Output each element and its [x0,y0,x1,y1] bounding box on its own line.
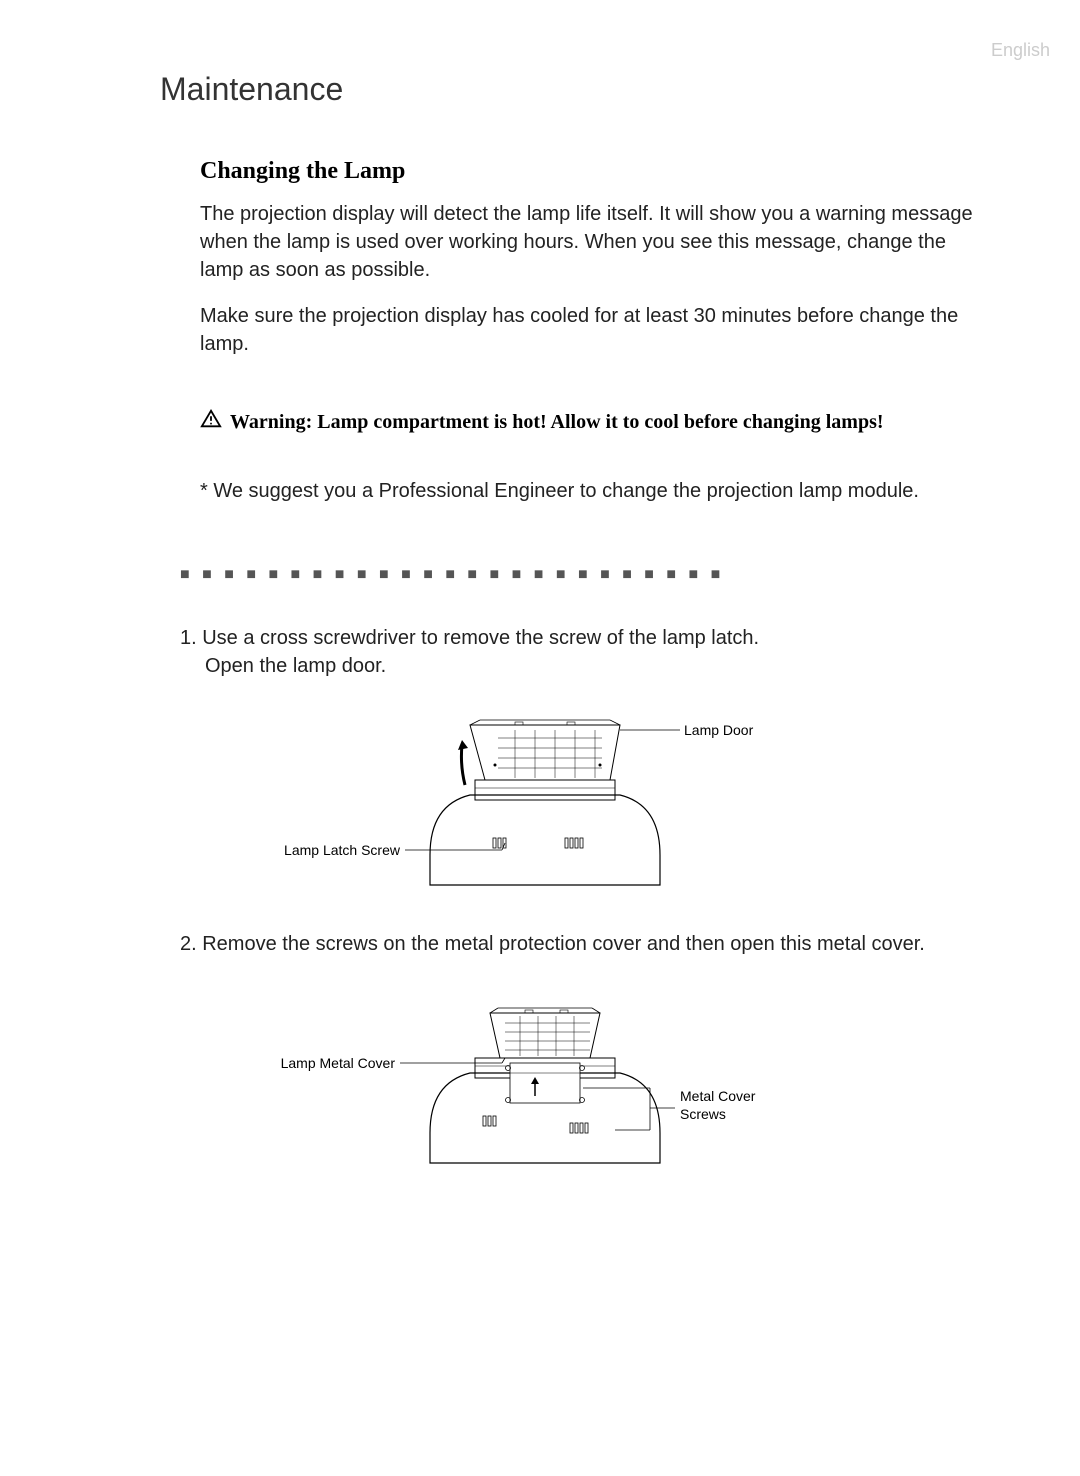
page-title: Maintenance [160,71,980,108]
paragraph-1: The projection display will detect the l… [200,200,980,284]
diagram-2-label-screws-2: Screws [680,1106,726,1122]
step-1-line-1: 1. Use a cross screwdriver to remove the… [180,627,759,649]
diagram-1-container: Lamp Door Lamp Latch Screw [100,710,980,890]
warning-icon [200,408,222,430]
diagram-2-svg [280,988,800,1168]
step-1: 1. Use a cross screwdriver to remove the… [180,624,980,680]
placeholder-row: ■ ■ ■ ■ ■ ■ ■ ■ ■ ■ ■ ■ ■ ■ ■ ■ ■ ■ ■ ■ … [180,566,980,584]
step-1-line-2: Open the lamp door. [205,655,386,677]
diagram-2-label-cover: Lamp Metal Cover [281,1055,395,1071]
warning-block: Warning: Lamp compartment is hot! Allow … [200,408,980,436]
section-heading: Changing the Lamp [200,158,980,185]
step-2: 2. Remove the screws on the metal protec… [180,930,980,958]
paragraph-2: Make sure the projection display has coo… [200,302,980,358]
diagram-1-label-door: Lamp Door [684,722,753,738]
suggestion-text: * We suggest you a Professional Engineer… [200,476,980,506]
diagram-2-label-screws-1: Metal Cover [680,1088,755,1104]
header-language: English [100,40,1050,61]
diagram-2-container: Lamp Metal Cover Metal Cover Screws [100,988,980,1168]
diagram-1-label-screw: Lamp Latch Screw [284,842,400,858]
warning-text: Warning: Lamp compartment is hot! Allow … [230,408,884,436]
